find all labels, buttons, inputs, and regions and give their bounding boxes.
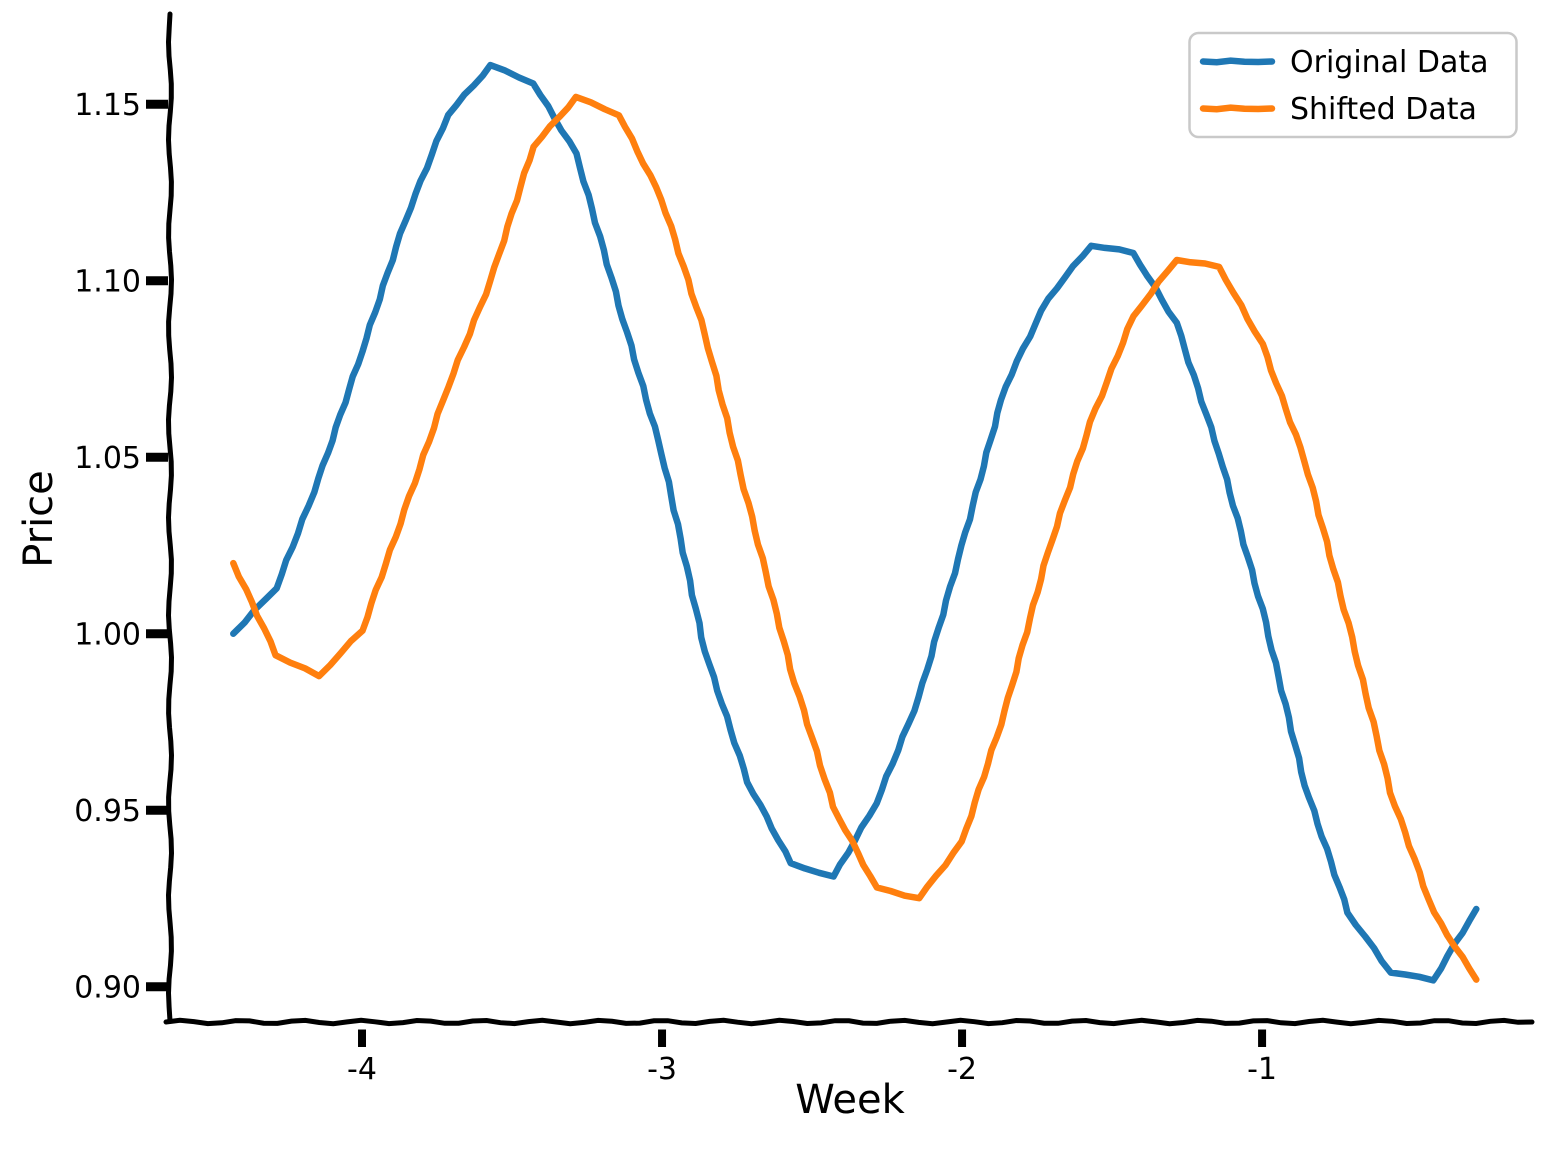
x-tick-label: -3	[647, 1052, 677, 1087]
y-tick-label: 0.90	[74, 971, 141, 1006]
y-tick-label: 1.15	[74, 88, 141, 123]
y-tick-label: 1.10	[74, 265, 141, 300]
legend-line-shifted-data	[1199, 104, 1276, 113]
legend-label-original-data: Original Data	[1290, 45, 1489, 80]
legend-label-shifted-data: Shifted Data	[1290, 92, 1477, 127]
legend-line-original-data	[1199, 57, 1276, 66]
y-axis-label: Price	[16, 470, 62, 568]
y-tick-label: 1.05	[74, 441, 141, 476]
y-tick-label: 0.95	[74, 794, 141, 829]
x-axis-label: Week	[795, 1077, 905, 1123]
x-tick-label: -1	[1247, 1052, 1277, 1087]
x-tick-label: -4	[347, 1052, 377, 1087]
y-tick-label: 1.00	[74, 618, 141, 653]
y-axis-line	[165, 11, 175, 1024]
series-line-original-data	[230, 61, 1480, 984]
x-tick-label: -2	[947, 1052, 977, 1087]
x-axis-line	[163, 1017, 1535, 1027]
series-line-shifted-data	[230, 93, 1480, 983]
